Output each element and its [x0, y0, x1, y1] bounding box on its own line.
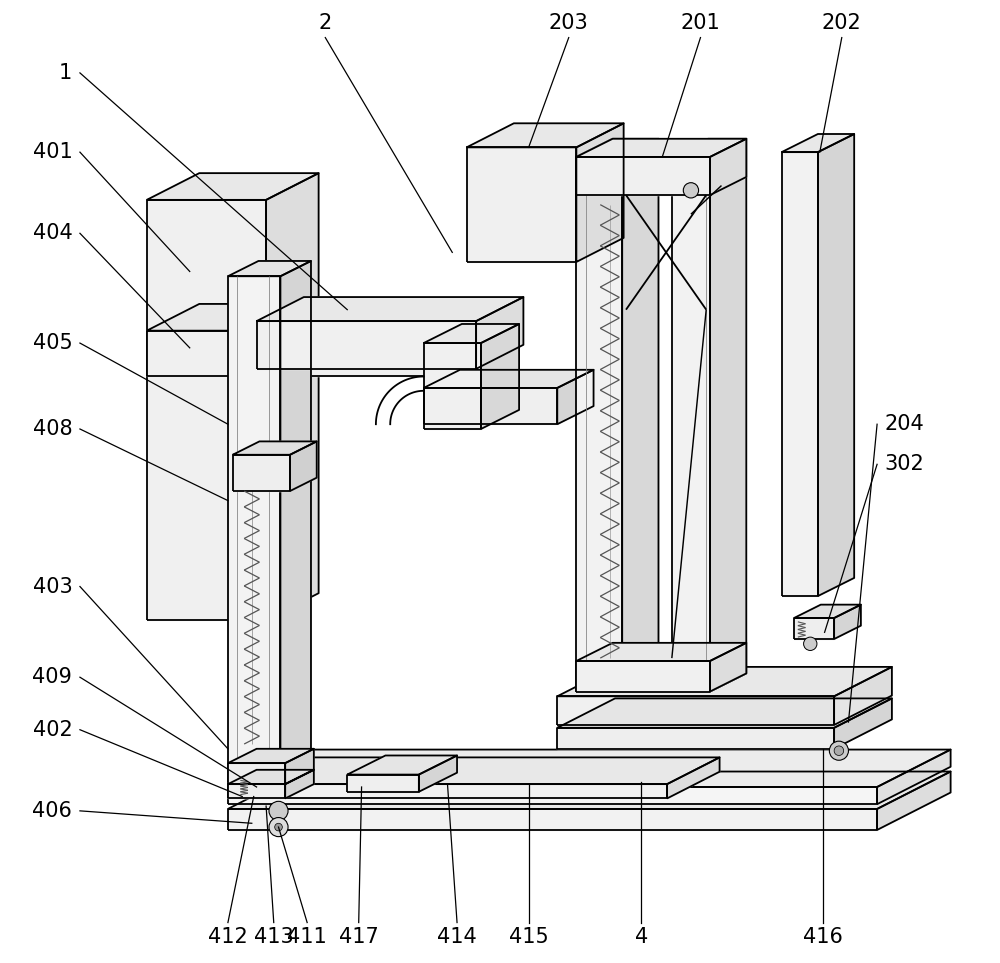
- Polygon shape: [228, 771, 951, 809]
- Text: 201: 201: [681, 13, 720, 33]
- Polygon shape: [266, 173, 319, 620]
- Circle shape: [804, 638, 817, 650]
- Polygon shape: [290, 441, 317, 491]
- Polygon shape: [672, 157, 710, 691]
- Polygon shape: [481, 324, 519, 429]
- Text: 416: 416: [803, 927, 843, 948]
- Polygon shape: [557, 696, 834, 725]
- Polygon shape: [877, 749, 951, 804]
- Polygon shape: [147, 304, 505, 330]
- Polygon shape: [228, 261, 311, 276]
- Text: 411: 411: [287, 927, 327, 948]
- Polygon shape: [476, 297, 523, 369]
- Text: 1: 1: [59, 63, 72, 83]
- Polygon shape: [667, 757, 720, 798]
- Polygon shape: [710, 139, 746, 691]
- Polygon shape: [147, 330, 452, 377]
- Polygon shape: [576, 157, 622, 691]
- Polygon shape: [818, 134, 854, 596]
- Polygon shape: [672, 139, 746, 157]
- Text: 406: 406: [32, 801, 72, 820]
- Polygon shape: [228, 809, 877, 830]
- Polygon shape: [467, 147, 576, 262]
- Text: 204: 204: [885, 414, 924, 434]
- Polygon shape: [228, 749, 951, 787]
- Polygon shape: [452, 304, 505, 377]
- Polygon shape: [424, 388, 557, 425]
- Polygon shape: [576, 139, 658, 157]
- Circle shape: [269, 818, 288, 837]
- Polygon shape: [228, 276, 280, 782]
- Polygon shape: [557, 698, 892, 728]
- Polygon shape: [228, 784, 285, 798]
- Polygon shape: [576, 139, 746, 157]
- Text: 415: 415: [509, 927, 549, 948]
- Text: 203: 203: [549, 13, 589, 33]
- Polygon shape: [622, 139, 658, 691]
- Polygon shape: [419, 756, 457, 792]
- Polygon shape: [424, 324, 519, 343]
- Polygon shape: [576, 643, 746, 661]
- Polygon shape: [233, 455, 290, 491]
- Polygon shape: [233, 441, 317, 455]
- Polygon shape: [147, 200, 266, 620]
- Polygon shape: [576, 661, 710, 691]
- Polygon shape: [710, 643, 746, 691]
- Text: 404: 404: [33, 223, 72, 244]
- Circle shape: [269, 801, 288, 820]
- Polygon shape: [782, 134, 854, 152]
- Polygon shape: [557, 667, 892, 696]
- Text: 202: 202: [822, 13, 862, 33]
- Polygon shape: [228, 763, 285, 784]
- Polygon shape: [280, 261, 311, 782]
- Polygon shape: [285, 749, 314, 784]
- Polygon shape: [228, 787, 877, 804]
- Polygon shape: [576, 157, 710, 195]
- Polygon shape: [347, 774, 419, 792]
- Polygon shape: [257, 321, 476, 369]
- Polygon shape: [257, 297, 523, 321]
- Circle shape: [834, 746, 844, 756]
- Text: 413: 413: [254, 927, 294, 948]
- Polygon shape: [794, 605, 861, 618]
- Polygon shape: [834, 698, 892, 749]
- Polygon shape: [285, 769, 314, 798]
- Polygon shape: [576, 123, 624, 262]
- Polygon shape: [834, 605, 861, 639]
- Text: 401: 401: [33, 143, 72, 162]
- Text: 405: 405: [33, 333, 72, 353]
- Polygon shape: [782, 152, 818, 596]
- Polygon shape: [228, 749, 314, 763]
- Polygon shape: [877, 771, 951, 830]
- Text: 417: 417: [339, 927, 379, 948]
- Text: 302: 302: [885, 455, 924, 475]
- Text: 409: 409: [32, 667, 72, 688]
- Text: 408: 408: [33, 419, 72, 439]
- Polygon shape: [424, 370, 594, 388]
- Text: 403: 403: [33, 577, 72, 596]
- Polygon shape: [228, 769, 314, 784]
- Polygon shape: [834, 667, 892, 725]
- Polygon shape: [710, 139, 746, 195]
- Circle shape: [275, 823, 282, 831]
- Polygon shape: [228, 784, 667, 798]
- Text: 414: 414: [437, 927, 477, 948]
- Polygon shape: [557, 728, 834, 749]
- Polygon shape: [228, 757, 720, 784]
- Polygon shape: [467, 123, 624, 147]
- Polygon shape: [424, 343, 481, 429]
- Circle shape: [829, 742, 848, 760]
- Polygon shape: [147, 173, 319, 200]
- Text: 402: 402: [33, 719, 72, 740]
- Text: 2: 2: [319, 13, 332, 33]
- Text: 412: 412: [208, 927, 248, 948]
- Polygon shape: [557, 370, 594, 425]
- Text: 4: 4: [635, 927, 648, 948]
- Circle shape: [683, 183, 699, 198]
- Polygon shape: [794, 618, 834, 639]
- Polygon shape: [347, 756, 457, 774]
